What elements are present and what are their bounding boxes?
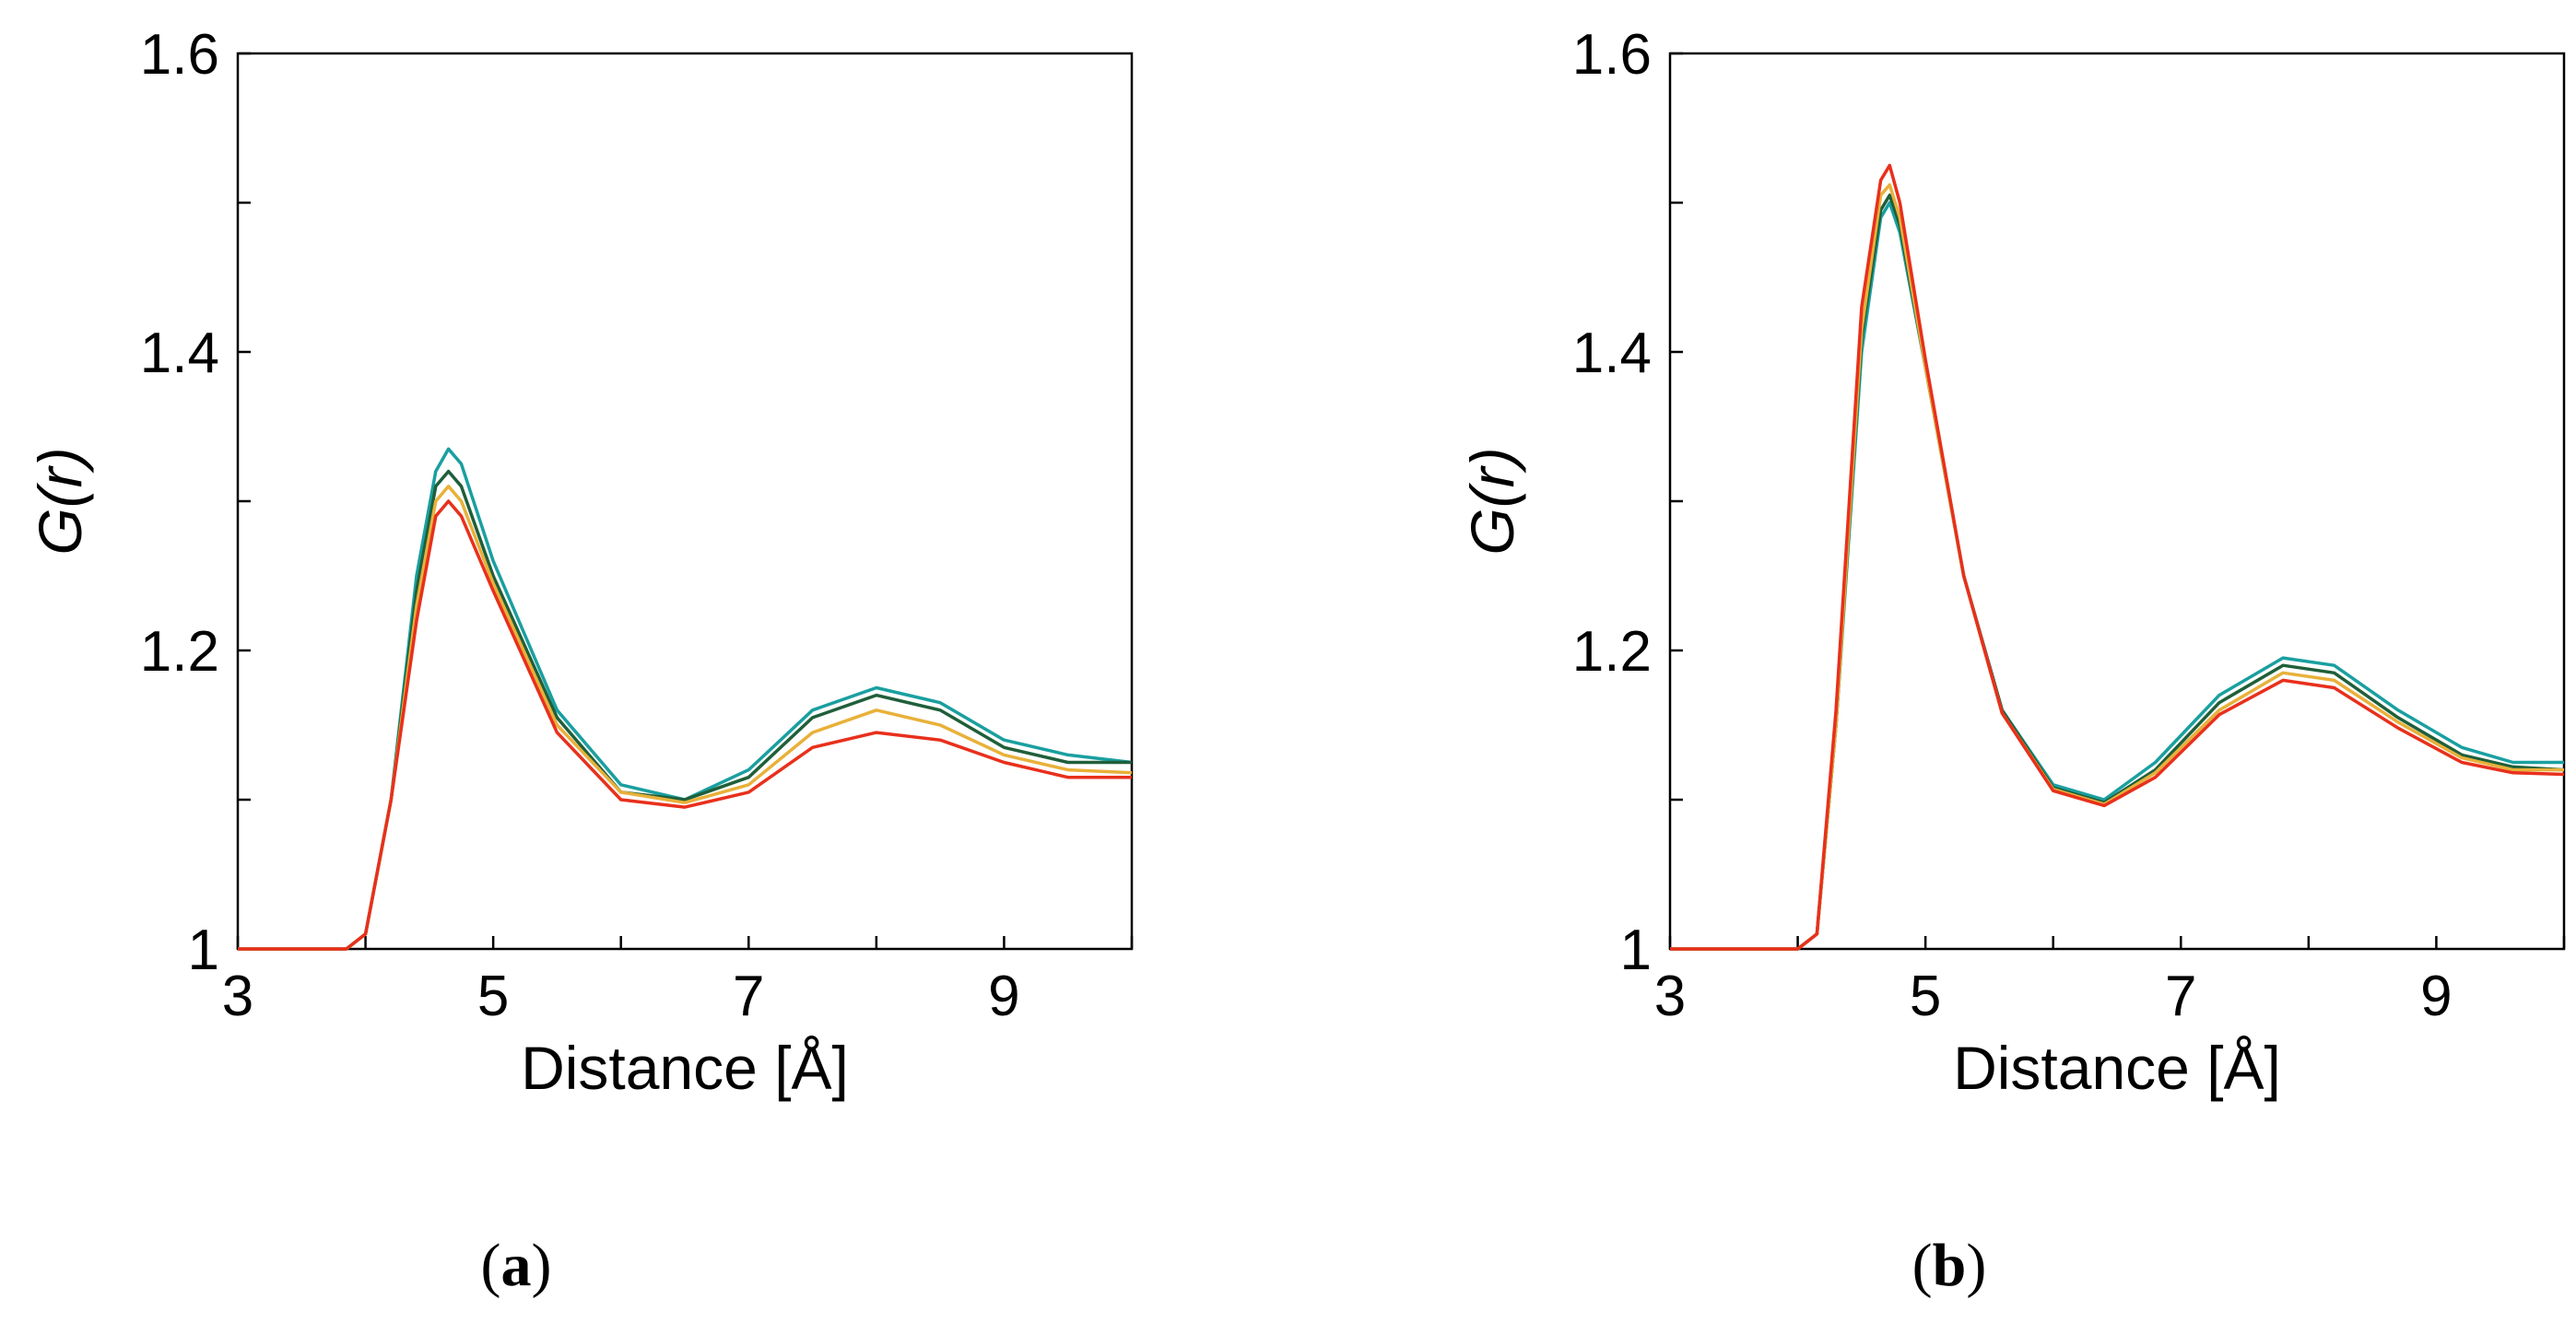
panel-caption: (a) bbox=[481, 1232, 552, 1299]
x-axis-label: Distance [Å] bbox=[1953, 1034, 2281, 1102]
series-line-2 bbox=[238, 469, 1132, 951]
series-line-1 bbox=[238, 447, 1133, 951]
x-tick-label: 3 bbox=[1654, 965, 1686, 1028]
series-line-3 bbox=[238, 485, 1133, 951]
x-tick-label: 3 bbox=[222, 965, 253, 1028]
series-line-3 bbox=[1670, 182, 2564, 951]
y-tick-label: 1.4 bbox=[1572, 322, 1652, 385]
x-tick-label: 9 bbox=[988, 965, 1019, 1028]
x-tick-label: 7 bbox=[2165, 965, 2196, 1028]
x-axis-label: Distance [Å] bbox=[521, 1034, 849, 1102]
series-line-4 bbox=[1670, 163, 2565, 951]
y-axis-label: G(r) bbox=[26, 447, 94, 555]
x-tick-label: 9 bbox=[2420, 965, 2452, 1028]
y-tick-label: 1.2 bbox=[140, 620, 219, 684]
panel-a: 3 5 7 9 1 1.2 1.4 1.6 Distance [Å] G(r) (a) bbox=[26, 23, 1134, 1299]
panel-caption: (b) bbox=[1912, 1232, 1987, 1299]
y-tick-label: 1.6 bbox=[140, 23, 219, 87]
x-tick-label: 7 bbox=[733, 965, 764, 1028]
series-line-4 bbox=[238, 499, 1132, 951]
y-tick-label: 1 bbox=[1620, 919, 1652, 982]
plot-frame bbox=[236, 52, 1134, 951]
x-tick-label: 5 bbox=[477, 965, 509, 1028]
y-tick-label: 1 bbox=[188, 919, 219, 982]
x-tick-label: 5 bbox=[1910, 965, 1941, 1028]
y-axis-label: G(r) bbox=[1458, 447, 1526, 555]
series-line-2 bbox=[1670, 193, 2565, 951]
y-tick-label: 1.4 bbox=[140, 322, 219, 385]
plot-frame bbox=[1668, 52, 2566, 951]
y-tick-label: 1.6 bbox=[1572, 23, 1652, 87]
panel-b: 3 5 7 9 1 1.2 1.4 1.6 Distance [Å] G(r) (b) bbox=[1458, 23, 2566, 1299]
y-tick-label: 1.2 bbox=[1572, 620, 1652, 684]
series-line-1 bbox=[1670, 201, 2564, 951]
